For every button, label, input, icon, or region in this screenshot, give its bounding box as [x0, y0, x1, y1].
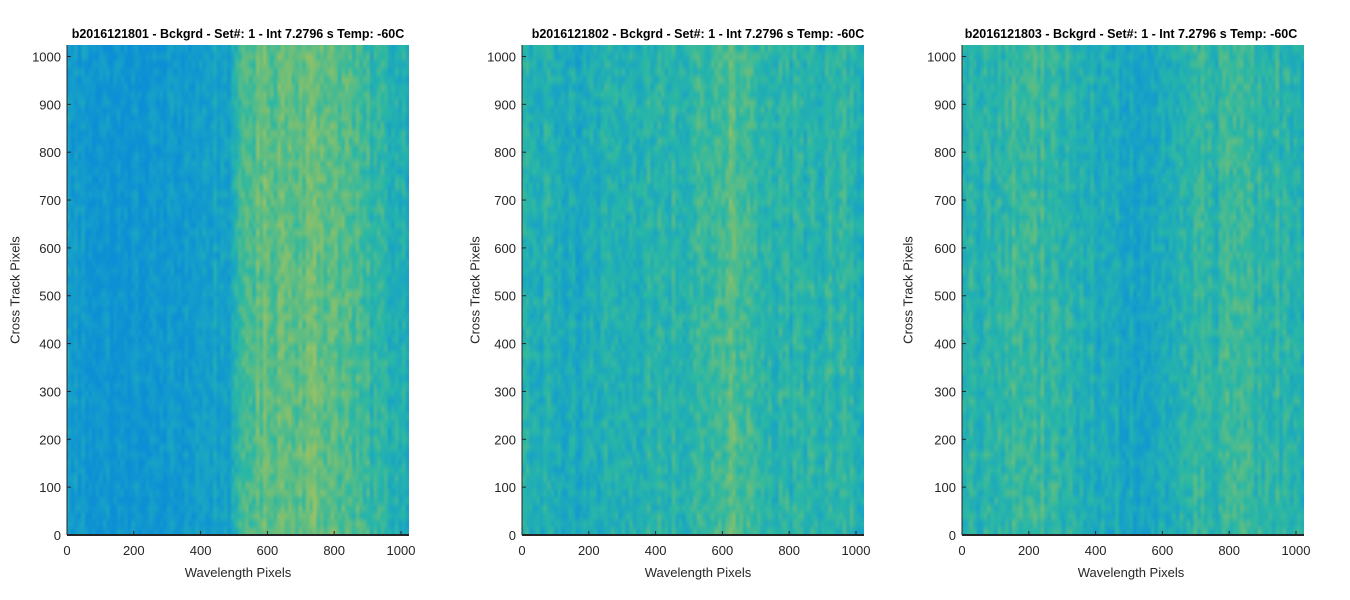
y-tick-label: 800: [934, 145, 956, 160]
y-tick-label: 500: [934, 289, 956, 304]
x-tick-label: 600: [257, 543, 279, 558]
y-tick-label: 700: [39, 193, 61, 208]
y-tick-label: 1000: [487, 49, 516, 64]
subplot-3: b2016121803 - Bckgrd - Set#: 1 - Int 7.2…: [895, 0, 1345, 600]
y-tick-label: 0: [509, 528, 516, 543]
x-tick-label: 200: [578, 543, 600, 558]
heatmap-image: [522, 45, 864, 535]
x-tick-label: 800: [1218, 543, 1240, 558]
subplot-3-title: b2016121803 - Bckgrd - Set#: 1 - Int 7.2…: [964, 27, 1298, 41]
y-tick-label: 600: [934, 241, 956, 256]
subplot-1-axes: 0 200 400 600 800 1000 0 100 200 300 400 500 600 700 8…: [32, 45, 416, 558]
x-tick-label: 0: [63, 543, 70, 558]
subplot-2-y-axis-label: Cross Track Pixels: [467, 236, 483, 344]
y-tick-label: 300: [934, 384, 956, 399]
subplot-2-x-axis-label: Wavelength Pixels: [644, 565, 752, 580]
y-tick-label: 600: [39, 241, 61, 256]
subplot-1-y-axis-label: Cross Track Pixels: [7, 236, 23, 344]
x-tick-label: 400: [190, 543, 212, 558]
subplot-2-title: b2016121802 - Bckgrd - Set#: 1 - Int 7.2…: [531, 27, 865, 41]
subplot-2: b2016121802 - Bckgrd - Set#: 1 - Int 7.2…: [455, 0, 905, 600]
y-tick-label: 200: [934, 432, 956, 447]
y-tick-label: 700: [934, 193, 956, 208]
y-tick-label: 400: [934, 337, 956, 352]
y-tick-label: 300: [39, 384, 61, 399]
x-tick-label: 400: [645, 543, 667, 558]
x-tick-label: 1000: [842, 543, 871, 558]
subplot-1-x-axis-label: Wavelength Pixels: [184, 565, 292, 580]
y-tick-label: 200: [494, 432, 516, 447]
x-tick-label: 400: [1085, 543, 1107, 558]
x-tick-label: 800: [323, 543, 345, 558]
y-tick-label: 100: [934, 480, 956, 495]
y-tick-label: 0: [54, 528, 61, 543]
y-tick-label: 400: [39, 337, 61, 352]
subplot-3-x-axis-label: Wavelength Pixels: [1077, 565, 1185, 580]
y-tick-label: 700: [494, 193, 516, 208]
heatmap-image: [962, 45, 1304, 535]
heatmap-image: [67, 45, 409, 535]
x-tick-label: 200: [1018, 543, 1040, 558]
x-tick-label: 600: [1152, 543, 1174, 558]
y-tick-label: 900: [934, 97, 956, 112]
y-tick-label: 100: [39, 480, 61, 495]
y-tick-label: 1000: [32, 49, 61, 64]
y-tick-label: 0: [949, 528, 956, 543]
subplot-2-axes: 0 200 400 600 800 1000 0 100 200 300 400 500 600 700 8…: [487, 45, 871, 558]
x-tick-label: 0: [958, 543, 965, 558]
x-tick-label: 1000: [1282, 543, 1311, 558]
subplot-1: b2016121801 - Bckgrd - Set#: 1 - Int 7.2…: [0, 0, 450, 600]
x-tick-label: 600: [712, 543, 734, 558]
y-tick-label: 800: [39, 145, 61, 160]
subplot-3-y-axis-label: Cross Track Pixels: [900, 236, 916, 344]
y-tick-label: 400: [494, 337, 516, 352]
y-tick-label: 500: [39, 289, 61, 304]
subplot-1-title: b2016121801 - Bckgrd - Set#: 1 - Int 7.2…: [71, 27, 405, 41]
y-tick-label: 1000: [927, 49, 956, 64]
y-tick-label: 800: [494, 145, 516, 160]
y-tick-label: 200: [39, 432, 61, 447]
x-tick-label: 1000: [387, 543, 416, 558]
x-tick-label: 800: [778, 543, 800, 558]
y-tick-label: 300: [494, 384, 516, 399]
y-tick-label: 600: [494, 241, 516, 256]
y-tick-label: 900: [39, 97, 61, 112]
x-tick-label: 0: [518, 543, 525, 558]
y-tick-label: 500: [494, 289, 516, 304]
subplot-3-axes: 0 200 400 600 800 1000 0 100 200 300 400 500 600 700 8…: [927, 45, 1311, 558]
y-tick-label: 900: [494, 97, 516, 112]
y-tick-label: 100: [494, 480, 516, 495]
x-tick-label: 200: [123, 543, 145, 558]
